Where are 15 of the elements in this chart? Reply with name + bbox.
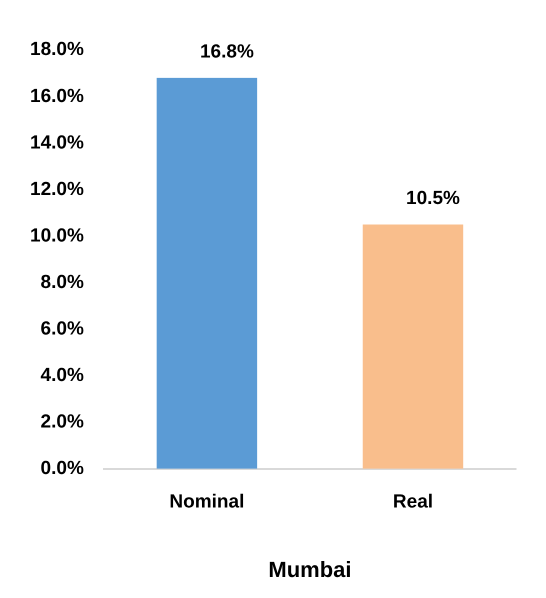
data-label: 16.8% [200, 42, 254, 63]
data-label: 10.5% [406, 188, 460, 210]
y-tick-label: 6.0% [40, 318, 84, 340]
x-tick-label: Nominal [169, 491, 244, 512]
x-tick-label: Real [392, 491, 434, 512]
y-tick-label: 18.0% [30, 39, 84, 60]
y-tick-label: 2.0% [40, 412, 84, 432]
y-tick-label: 14.0% [30, 132, 84, 154]
y-tick-label: 12.0% [30, 178, 84, 200]
y-tick-label: 4.0% [40, 364, 84, 386]
y-tick-label: 8.0% [40, 272, 84, 293]
y-tick-label: 0.0% [40, 458, 84, 480]
x-axis-title: Mumbai [268, 556, 352, 582]
y-tick-label: 16.0% [30, 86, 84, 107]
y-tick-label: 10.0% [30, 225, 84, 246]
